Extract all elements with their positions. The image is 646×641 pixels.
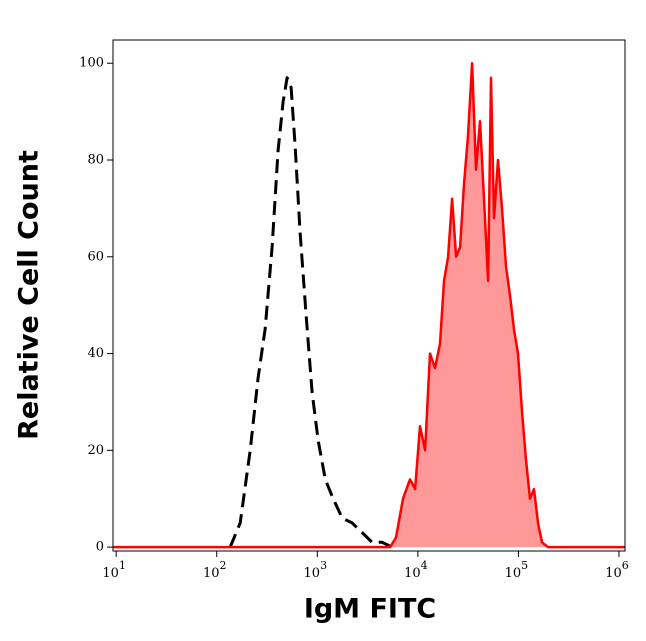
x-tick-base: 10 [605,566,622,581]
y-tick-label: 20 [87,443,104,458]
x-tick-base: 10 [505,566,522,581]
x-tick-exponent: 1 [119,559,126,572]
x-tick-label: 104 [404,559,428,581]
y-tick-label: 80 [87,153,104,168]
area [113,63,625,548]
line [228,76,393,549]
line [113,61,625,549]
x-tick-label: 103 [304,559,328,581]
x-tick-label: 101 [102,559,126,581]
plot-frame [112,39,626,552]
x-tick-exponent: 3 [320,559,327,572]
y-tick-label: 100 [79,56,104,71]
x-tick-base: 10 [102,566,119,581]
x-tick-label: 106 [605,559,629,581]
x-tick-label: 105 [505,559,529,581]
x-tick-label: 102 [203,559,227,581]
y-tick-label: 40 [87,346,104,361]
x-tick-base: 10 [203,566,220,581]
x-tick-base: 10 [304,566,321,581]
x-tick-exponent: 6 [622,559,629,572]
x-tick-exponent: 5 [521,559,528,572]
y-tick-label: 60 [87,249,104,264]
x-tick-exponent: 2 [220,559,227,572]
y-axis-label: Relative Cell Count [14,150,45,440]
x-axis-label: IgM FITC [304,594,436,625]
x-tick-exponent: 4 [421,559,428,572]
x-tick-base: 10 [404,566,421,581]
y-tick-label: 0 [96,540,104,555]
